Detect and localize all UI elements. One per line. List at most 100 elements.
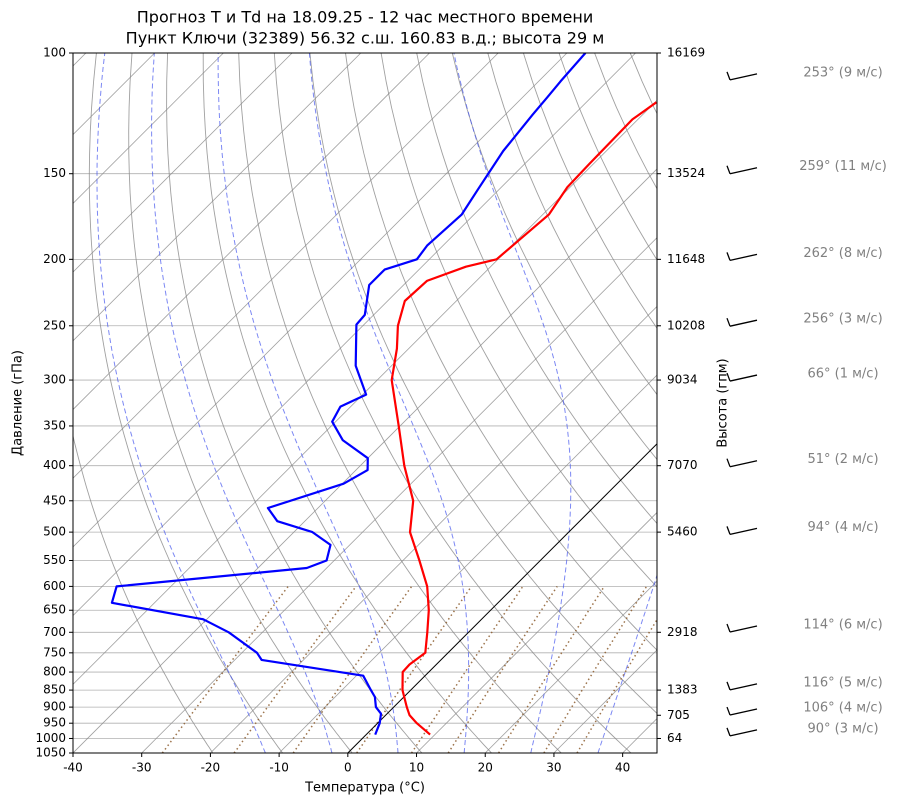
mixing-ratio-line: [543, 585, 648, 753]
wind-barb-flag: [726, 317, 731, 327]
isotherm: [484, 580, 657, 753]
y2-tick-label: 64: [667, 731, 682, 745]
dry-adiabat: [238, 53, 562, 753]
mixing-ratio-line: [233, 585, 357, 753]
dry-adiabat: [166, 53, 423, 753]
wind-barb: [729, 527, 758, 535]
mixing-ratio-line: [161, 585, 289, 753]
wind-label: 106° (4 м/с): [803, 701, 882, 716]
y-tick-label: 900: [43, 700, 66, 714]
x-tick-label: 0: [344, 761, 352, 775]
x-tick-label: -10: [269, 761, 289, 775]
y-tick-label: 750: [43, 645, 66, 659]
isotherm: [210, 305, 657, 753]
dry-adiabat: [487, 53, 657, 396]
isotherm: [73, 53, 636, 617]
dry-adiabat: [202, 53, 492, 753]
profile-line: [390, 101, 657, 736]
wind-barb: [729, 683, 758, 691]
isotherm: [141, 237, 657, 753]
dry-adiabat: [128, 53, 353, 753]
wind-barb: [729, 708, 758, 716]
dry-adiabat: [380, 53, 657, 588]
y-tick-label: 500: [43, 525, 66, 539]
wind-barb: [729, 374, 758, 382]
mixing-ratio-line: [447, 585, 558, 753]
x-tick-label: 10: [409, 761, 424, 775]
y-tick-label: 1000: [35, 731, 66, 745]
isotherm: [73, 53, 430, 411]
wind-label: 114° (6 м/с): [803, 618, 882, 633]
y-tick-label: 600: [43, 579, 66, 593]
chart-title: Прогноз T и Td на 18.09.25 - 12 час мест…: [137, 8, 593, 27]
isotherm: [73, 168, 657, 753]
wind-barb-flag: [726, 71, 731, 81]
wind-barb-flag: [726, 372, 731, 382]
dry-adiabat: [273, 53, 632, 753]
wind-barb: [729, 73, 758, 81]
isotherm: [73, 53, 293, 273]
y-tick-label: 300: [43, 373, 66, 387]
moist-adiabat: [217, 53, 399, 753]
isotherm: [73, 53, 499, 479]
y2-tick-label: 9034: [667, 373, 698, 387]
wind-barb-flag: [726, 681, 731, 691]
wind-label: 256° (3 м/с): [803, 312, 882, 327]
plot-frame: [72, 52, 658, 754]
y-tick-label: 550: [43, 553, 66, 567]
wind-barb-flag: [726, 623, 731, 633]
y-axis-label: Давление (гПа): [11, 350, 26, 456]
background-lines: [73, 53, 657, 753]
wind-label: 90° (3 м/с): [807, 721, 878, 736]
mixing-ratio-line: [410, 585, 524, 753]
y-tick-label: 650: [43, 603, 66, 617]
wind-barb-flag: [726, 727, 731, 737]
y2-tick-label: 16169: [667, 46, 705, 60]
wind-barb: [729, 253, 758, 261]
x-tick-label: -40: [63, 761, 83, 775]
isotherm: [278, 374, 657, 753]
wind-barb: [729, 625, 758, 633]
isotherm: [73, 53, 224, 204]
wind-barb: [729, 167, 758, 175]
wind-barb-flag: [726, 706, 731, 716]
y-tick-label: 100: [43, 46, 66, 60]
x-tick-label: -20: [201, 761, 221, 775]
isotherm: [416, 511, 657, 753]
y-tick-label: 450: [43, 493, 66, 507]
moist-adiabat: [597, 573, 657, 753]
y-tick-label: 150: [43, 166, 66, 180]
y2-tick-label: 13524: [667, 166, 705, 180]
y2-tick-label: 5460: [667, 525, 698, 539]
chart-subtitle: Пункт Ключи (32389) 56.32 с.ш. 160.83 в.…: [126, 29, 605, 48]
moist-adiabat: [151, 53, 333, 753]
y-tick-label: 850: [43, 683, 66, 697]
wind-label: 259° (11 м/с): [799, 159, 887, 174]
wind-barb-flag: [726, 165, 731, 174]
x-tick-label: 20: [478, 761, 493, 775]
y-tick-label: 800: [43, 665, 66, 679]
x-tick-label: 40: [615, 761, 630, 775]
plot-area: [110, 53, 657, 736]
wind-label: 116° (5 м/с): [803, 675, 882, 690]
y2-axis-label: Высота (гпм): [716, 358, 731, 447]
y-tick-label: 250: [43, 318, 66, 332]
dry-adiabat: [345, 53, 657, 651]
moist-adiabat: [308, 53, 470, 753]
x-axis-label: Температура (°C): [304, 781, 425, 796]
x-tick-label: -30: [132, 761, 152, 775]
y2-tick-label: 7070: [667, 458, 698, 472]
y-tick-label: 200: [43, 252, 66, 266]
dry-adiabat: [73, 434, 214, 753]
wind-barb-flag: [726, 252, 731, 261]
wind-barb: [729, 729, 758, 737]
dry-adiabat: [451, 53, 657, 461]
y-tick-label: 700: [43, 625, 66, 639]
isotherm: [73, 53, 362, 342]
x-tick-label: 30: [546, 761, 561, 775]
wind-label: 262° (8 м/с): [803, 246, 882, 261]
axes: 1001502002503003504004505005506006507007…: [35, 46, 886, 775]
wind-barb: [729, 460, 758, 468]
y-tick-label: 350: [43, 418, 66, 432]
wind-barb-flag: [726, 526, 731, 535]
